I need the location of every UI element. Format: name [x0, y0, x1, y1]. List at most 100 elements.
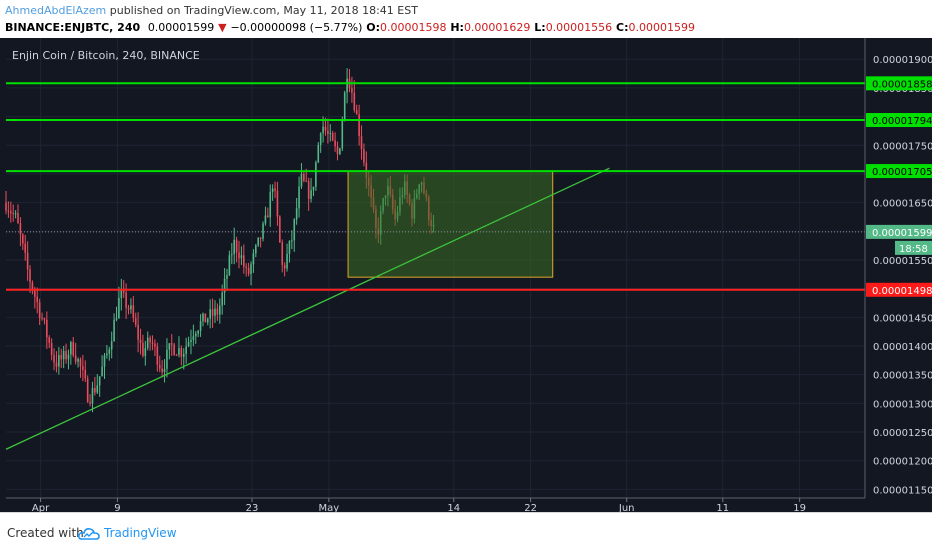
candle-body: [142, 342, 144, 356]
candle-body: [10, 211, 12, 214]
candle-body: [29, 269, 31, 283]
close-label: C:: [616, 21, 629, 34]
candle-body: [163, 368, 166, 373]
range-box: [347, 170, 554, 278]
candle-body: [286, 253, 288, 269]
down-arrow-icon: ▼: [218, 21, 227, 34]
author-link[interactable]: AhmedAbdElAzem: [5, 4, 107, 17]
candle-body: [341, 120, 344, 149]
candle-body: [243, 255, 245, 267]
candle-body: [65, 350, 67, 360]
publish-header: AhmedAbdElAzem published on TradingView.…: [0, 0, 932, 38]
y-tick-label: 0.00001750: [873, 141, 932, 152]
candle-body: [161, 368, 163, 373]
candle-body: [173, 344, 175, 355]
candle-body: [214, 308, 216, 316]
candle-body: [206, 318, 209, 323]
candle-body: [151, 342, 154, 344]
publish-line: AhmedAbdElAzem published on TradingView.…: [5, 4, 418, 17]
candle-body: [182, 353, 185, 357]
countdown-tag: [895, 240, 932, 255]
candle-body: [228, 255, 231, 275]
candle-body: [31, 282, 34, 291]
x-tick-label: 19: [793, 503, 806, 512]
drawings: [5, 82, 865, 450]
candle-body: [185, 346, 187, 354]
open-label: O:: [366, 21, 380, 34]
candle-body: [291, 240, 293, 242]
candle-body: [216, 308, 219, 315]
candle-body: [130, 305, 132, 310]
candle-body: [312, 186, 315, 191]
candle-body: [122, 289, 125, 293]
chart-area[interactable]: 0.000019000.000018500.000018000.00001750…: [0, 38, 932, 512]
candle-body: [91, 388, 94, 404]
candle-body: [12, 213, 15, 215]
candle-body: [158, 364, 161, 369]
candle-body: [60, 355, 63, 360]
candle-body: [300, 173, 303, 187]
candle-body: [331, 133, 334, 141]
candle-body: [118, 297, 120, 319]
candle-body: [137, 324, 139, 340]
axes: 0.000019000.000018500.000018000.00001750…: [6, 38, 932, 512]
candle-body: [358, 114, 360, 137]
chart-title: Enjin Coin / Bitcoin, 240, BINANCE: [12, 49, 200, 62]
candle-body: [98, 376, 101, 386]
candle-body: [269, 191, 272, 218]
candle-body: [190, 339, 192, 342]
candle-body: [96, 385, 99, 393]
level-price-label: 0.00001858: [872, 79, 932, 90]
trendline: [5, 167, 610, 450]
candle-body: [38, 302, 41, 318]
candle-body: [259, 237, 262, 239]
candle-body: [7, 210, 10, 212]
candle-body: [339, 148, 341, 155]
candle-body: [166, 349, 168, 369]
candle-body: [180, 348, 183, 357]
candle-body: [245, 266, 248, 268]
candle-body: [36, 296, 39, 303]
candle-body: [192, 336, 195, 340]
candle-body: [255, 245, 257, 254]
candle-body: [230, 254, 233, 256]
candle-body: [257, 237, 260, 246]
candle-body: [355, 110, 358, 115]
candle-body: [34, 290, 36, 297]
candle-body: [26, 252, 29, 270]
candle-body: [55, 362, 58, 367]
candle-body: [89, 401, 91, 404]
x-tick-label: Jun: [618, 503, 635, 512]
symbol-info-line: BINANCE:ENJBTC, 240 0.00001599 ▼ −0.0000…: [5, 21, 695, 34]
candle-body: [115, 318, 118, 320]
grid: [0, 38, 932, 512]
y-tick-label: 0.00001250: [873, 428, 932, 439]
candle-body: [120, 289, 123, 298]
candle-body: [305, 180, 308, 182]
candle-body: [288, 240, 291, 254]
tradingview-cloud-icon: [78, 526, 100, 545]
tradingview-brand-link[interactable]: TradingView: [104, 526, 177, 540]
candle-body: [125, 292, 127, 308]
candle-body: [274, 188, 276, 191]
candle-body: [187, 341, 190, 347]
candle-body: [46, 319, 48, 338]
y-tick-label: 0.00001550: [873, 256, 932, 267]
low-label: L:: [534, 21, 546, 34]
candle-body: [223, 278, 226, 293]
chart-svg[interactable]: 0.000019000.000018500.000018000.00001750…: [0, 38, 932, 512]
y-tick-label: 0.00001350: [873, 371, 932, 382]
open-value: 0.00001598: [380, 21, 447, 34]
x-tick-label: 14: [447, 503, 460, 512]
candle-body: [264, 215, 267, 224]
candle-body: [127, 307, 130, 310]
x-tick-label: 11: [716, 503, 729, 512]
candle-body: [178, 348, 180, 355]
y-tick-label: 0.00001300: [873, 399, 932, 410]
candle-body: [283, 265, 286, 269]
candle-body: [240, 255, 243, 259]
candle-body: [108, 349, 111, 354]
candle-body: [329, 133, 332, 135]
candle-body: [295, 208, 298, 220]
candle-body: [5, 202, 7, 211]
